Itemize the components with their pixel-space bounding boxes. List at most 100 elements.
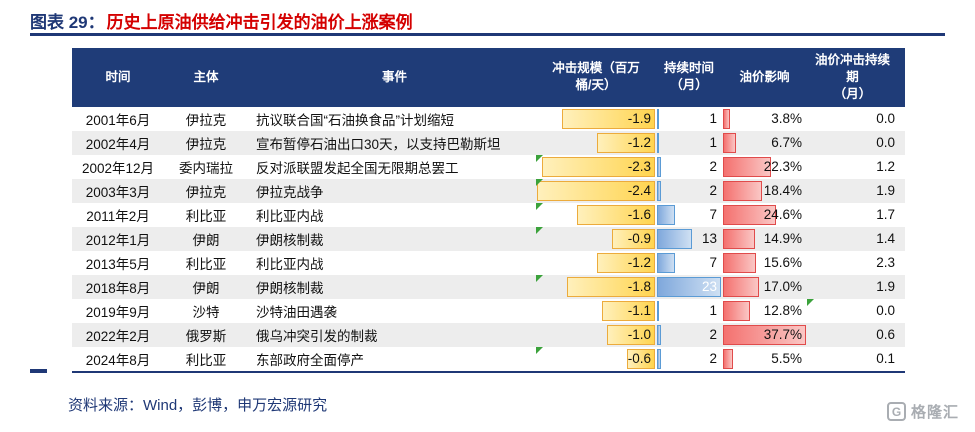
cell-time-text: 2011年2月 xyxy=(86,208,150,224)
cell-time: 2019年9月 xyxy=(72,299,164,323)
blue-data-bar xyxy=(657,204,676,225)
data-table: 时间 主体 事件 冲击规模（百万 桶/天） 持续时间（月） 油价影响 油价冲击持续期 （月）… xyxy=(72,48,905,373)
column-header-5: 油价影响 xyxy=(739,69,790,84)
cell-entity-text: 利比亚 xyxy=(185,208,227,224)
cell-event: 沙特油田遇袭 xyxy=(248,299,536,323)
cell-price-impact: 6.7% xyxy=(722,131,807,155)
cell-time: 2002年4月 xyxy=(72,131,164,155)
column-header-3: 冲击规模（百万 桶/天） xyxy=(552,61,640,93)
table-row: 2011年2月 利比亚 利比亚内战 -1.6 7 24.6% 1.7 xyxy=(72,202,905,227)
cell-entity: 沙特 xyxy=(164,299,248,323)
cell-duration: 2 xyxy=(656,155,722,179)
cell-event: 利比亚内战 xyxy=(248,203,536,227)
cell-duration-value: 2 xyxy=(709,183,717,199)
red-data-bar xyxy=(723,180,763,201)
cell-shock-scale: -2.4 xyxy=(536,178,656,203)
cell-entity: 利比亚 xyxy=(164,251,248,275)
cell-price-impact-value: 24.6% xyxy=(763,207,802,223)
title-divider xyxy=(30,33,945,36)
cell-event: 利比亚内战 xyxy=(248,251,536,275)
cell-time-text: 2003年3月 xyxy=(85,184,151,200)
cell-shock-period: 0.0 xyxy=(807,131,905,155)
yellow-data-bar xyxy=(612,228,655,249)
cell-time: 2003年3月 xyxy=(72,179,164,203)
cell-time-text: 2019年9月 xyxy=(85,304,151,320)
gelonghui-logo: G 格隆汇 xyxy=(886,401,959,422)
figure-title-text: 历史上原油供给冲击引发的油价上涨案例 xyxy=(106,13,413,32)
cell-shock-period-text: 1.9 xyxy=(876,183,895,199)
cell-price-impact-value: 22.3% xyxy=(763,159,802,175)
cell-time-text: 2018年8月 xyxy=(85,280,151,296)
cell-entity: 利比亚 xyxy=(164,347,248,371)
gelonghui-logo-text: 格隆汇 xyxy=(910,404,959,421)
cell-time: 2022年2月 xyxy=(72,323,164,347)
cell-shock-period: 1.9 xyxy=(807,275,905,299)
red-data-bar xyxy=(723,324,806,345)
cell-event: 伊拉克战争 xyxy=(248,179,536,203)
yellow-data-bar xyxy=(597,252,655,273)
cell-time: 2011年2月 xyxy=(72,203,164,227)
table-row: 2019年9月 沙特 沙特油田遇袭 -1.1 1 12.8% 0.0 xyxy=(72,298,905,323)
cell-time-text: 2022年2月 xyxy=(85,328,151,344)
cell-entity: 俄罗斯 xyxy=(164,323,248,347)
cell-duration: 1 xyxy=(656,131,722,155)
yellow-data-bar xyxy=(607,324,655,345)
cell-shock-period: 1.7 xyxy=(807,203,905,227)
blue-data-bar xyxy=(657,228,693,249)
cell-time-text: 2001年6月 xyxy=(85,112,151,128)
table-row: 2002年12月 委内瑞拉 反对派联盟发起全国无限期总罢工 -2.3 2 22.3% 1.2 xyxy=(72,154,905,179)
blue-data-bar xyxy=(657,180,661,201)
yellow-data-bar xyxy=(627,348,655,369)
cell-entity-text: 伊朗 xyxy=(192,280,220,296)
cell-shock-period: 1.4 xyxy=(807,227,905,251)
cell-price-impact-value: 5.5% xyxy=(771,351,802,367)
cell-shock-scale-value: -1.0 xyxy=(627,327,651,343)
cell-time-text: 2013年5月 xyxy=(85,256,151,272)
cell-entity: 伊拉克 xyxy=(164,131,248,155)
cell-duration: 2 xyxy=(656,323,722,347)
cell-duration: 2 xyxy=(656,347,722,371)
cell-time: 2012年1月 xyxy=(72,227,164,251)
cell-entity: 伊朗 xyxy=(164,275,248,299)
cell-price-impact: 3.8% xyxy=(722,107,807,131)
cell-time-text: 2024年8月 xyxy=(85,352,151,368)
cell-entity-text: 沙特 xyxy=(192,304,220,320)
table-header-row: 时间 主体 事件 冲击规模（百万 桶/天） 持续时间（月） 油价影响 油价冲击持续期 （月） xyxy=(72,48,905,107)
cell-shock-scale-value: -2.4 xyxy=(627,183,651,199)
cell-duration-value: 13 xyxy=(701,231,717,247)
cell-shock-period-text: 0.6 xyxy=(876,327,895,343)
cell-shock-scale-value: -0.9 xyxy=(627,231,651,247)
cell-entity-text: 利比亚 xyxy=(185,256,227,272)
cell-shock-period: 2.3 xyxy=(807,251,905,275)
cell-price-impact-value: 37.7% xyxy=(763,327,802,343)
note-triangle-icon xyxy=(536,346,543,354)
cell-event-text: 沙特油田遇袭 xyxy=(256,304,337,320)
cell-shock-scale: -0.9 xyxy=(536,226,656,251)
column-header-1: 主体 xyxy=(193,69,219,84)
cell-duration-value: 1 xyxy=(709,303,717,319)
note-triangle-icon xyxy=(536,154,543,162)
cell-duration-value: 1 xyxy=(709,135,717,151)
cell-event-text: 抗议联合国“石油换食品”计划缩短 xyxy=(256,112,454,128)
cell-entity-text: 利比亚 xyxy=(185,352,227,368)
note-triangle-icon xyxy=(536,274,543,282)
blue-data-bar xyxy=(657,132,659,153)
red-data-bar xyxy=(723,276,760,297)
cell-shock-period-text: 1.4 xyxy=(876,231,895,247)
cell-event: 反对派联盟发起全国无限期总罢工 xyxy=(248,155,536,179)
cell-time: 2018年8月 xyxy=(72,275,164,299)
cell-shock-scale: -1.8 xyxy=(536,274,656,299)
cell-price-impact: 15.6% xyxy=(722,251,807,275)
cell-price-impact: 18.4% xyxy=(722,179,807,203)
note-triangle-icon xyxy=(536,226,543,234)
cell-duration: 2 xyxy=(656,179,722,203)
cell-shock-scale-value: -0.6 xyxy=(627,351,651,367)
figure-label: 图表 29： xyxy=(30,13,105,32)
cell-entity: 委内瑞拉 xyxy=(164,155,248,179)
cell-time: 2013年5月 xyxy=(72,251,164,275)
cell-entity-text: 伊拉克 xyxy=(185,184,227,200)
cell-entity-text: 伊拉克 xyxy=(185,136,227,152)
cell-entity: 伊朗 xyxy=(164,227,248,251)
red-data-bar xyxy=(723,204,777,225)
blue-data-bar xyxy=(657,348,661,369)
